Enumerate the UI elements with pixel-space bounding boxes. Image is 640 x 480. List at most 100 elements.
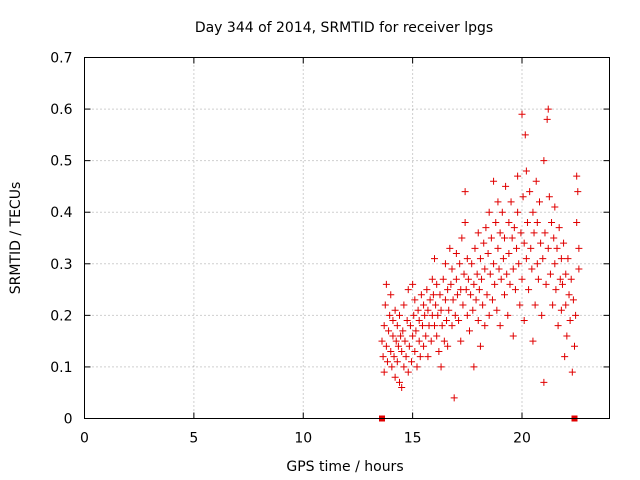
data-point [518,110,526,118]
data-point [448,265,456,273]
data-point [474,317,482,325]
data-point [540,157,548,165]
data-point [451,311,459,319]
data-point [511,286,519,294]
data-point [558,280,566,288]
data-point [553,244,561,252]
data-point [555,224,563,232]
data-point [485,208,493,216]
data-point [414,306,422,314]
data-point [544,105,552,113]
data-point [404,368,412,376]
data-point [567,275,575,283]
data-point [543,115,551,123]
data-point [436,291,444,299]
data-point [439,275,447,283]
data-point [398,347,406,355]
data-point [474,229,482,237]
data-point [526,188,534,196]
data-point [561,353,569,361]
data-point [413,363,421,371]
y-axis-label: SRMTID / TECUs [8,182,24,295]
data-point [546,270,554,278]
data-point [391,306,399,314]
data-point [533,219,541,227]
data-point [575,265,583,273]
data-point [490,177,498,185]
data-point [470,363,478,371]
axis-ticks: 0 0.1 0.2 0.3 0.4 0.5 0.6 0.7 0 5 10 15 20 [50,51,610,447]
data-point [450,394,458,402]
data-point [452,275,460,283]
data-point [378,337,386,345]
data-point [444,286,452,294]
data-point [387,347,395,355]
data-point [551,203,559,211]
data-point [508,234,516,242]
data-point [520,239,528,247]
data-point [572,311,580,319]
data-point [539,255,547,263]
data-point [431,322,438,330]
data-point [540,378,548,386]
data-point [380,322,388,330]
data-point [403,317,411,325]
data-point [471,244,479,252]
data-point [545,193,553,201]
data-point [488,296,496,304]
data-point [397,332,405,340]
data-point [389,317,397,325]
data-point [422,332,430,340]
data-point [389,332,397,340]
data-point [396,311,403,319]
data-point [387,291,395,299]
data-point [433,280,441,288]
data-point [544,244,552,252]
data-point [493,306,501,314]
data-point [459,301,467,309]
data-point [428,275,436,283]
data-point [574,188,582,196]
data-point [424,353,432,361]
data-point [383,358,391,366]
data-point [476,342,484,350]
data-point [483,291,491,299]
y-tick-label: 0.3 [50,257,72,273]
data-point [491,280,499,288]
data-point [507,198,515,206]
y-tick-label: 0.6 [50,102,72,118]
data-point [521,131,529,139]
y-tick-label: 0.2 [50,308,72,324]
data-point [426,296,434,304]
data-point [406,322,414,330]
data-point [550,234,558,242]
data-point [479,301,487,309]
data-point [418,322,426,330]
data-point [381,301,389,309]
data-point [385,327,393,335]
data-point [435,347,443,355]
x-tick-label: 20 [513,431,531,447]
data-point [480,239,488,247]
data-point [463,255,471,263]
data-point [452,249,460,257]
data-point [516,301,524,309]
data-point [421,311,429,319]
data-point [464,275,472,283]
data-point [470,280,478,288]
data-point [398,384,406,392]
data-point [433,332,441,340]
data-point [498,208,506,216]
data-point [501,291,508,299]
y-tick-label: 0.5 [50,154,72,170]
data-point [573,172,581,180]
data-point [519,193,527,201]
data-point [473,270,481,278]
data-point [467,291,475,299]
data-point [443,317,451,325]
data-point [481,265,489,273]
data-point [415,317,423,325]
y-tick-label: 0 [64,412,73,428]
data-point [557,306,565,314]
data-point [437,363,445,371]
